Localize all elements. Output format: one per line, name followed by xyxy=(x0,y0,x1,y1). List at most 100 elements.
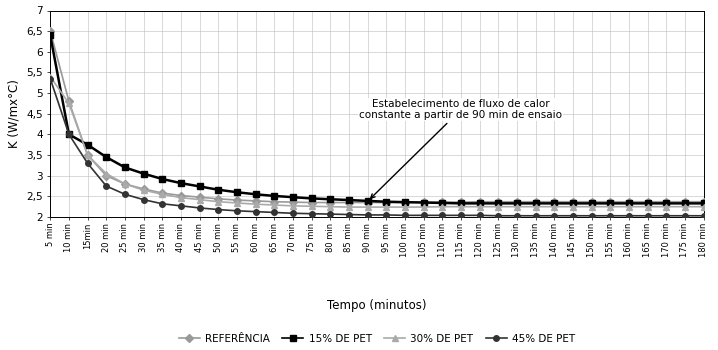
45% DE PET xyxy=(550,214,559,218)
REFERÊNCIA xyxy=(251,199,260,203)
30% DE PET xyxy=(83,153,92,157)
45% DE PET xyxy=(345,212,353,217)
REFERÊNCIA xyxy=(699,199,708,204)
15% DE PET xyxy=(494,201,503,205)
45% DE PET xyxy=(494,214,503,218)
30% DE PET xyxy=(531,204,540,209)
REFERÊNCIA xyxy=(625,199,633,204)
Y-axis label: K (W/mx°C): K (W/mx°C) xyxy=(7,79,20,148)
REFERÊNCIA xyxy=(270,199,279,204)
30% DE PET xyxy=(270,203,279,207)
45% DE PET xyxy=(419,213,428,217)
30% DE PET xyxy=(214,199,223,204)
15% DE PET xyxy=(587,201,596,205)
30% DE PET xyxy=(569,204,577,209)
REFERÊNCIA xyxy=(307,201,316,205)
REFERÊNCIA xyxy=(214,197,223,201)
REFERÊNCIA xyxy=(177,194,185,198)
30% DE PET xyxy=(419,205,428,209)
REFERÊNCIA xyxy=(326,201,335,205)
45% DE PET xyxy=(102,184,111,188)
45% DE PET xyxy=(606,214,615,218)
15% DE PET xyxy=(139,172,148,176)
30% DE PET xyxy=(326,204,335,209)
Line: REFERÊNCIA: REFERÊNCIA xyxy=(47,28,707,205)
30% DE PET xyxy=(457,204,465,209)
15% DE PET xyxy=(345,198,353,202)
45% DE PET xyxy=(438,213,447,217)
45% DE PET xyxy=(83,161,92,166)
30% DE PET xyxy=(606,204,615,209)
REFERÊNCIA xyxy=(681,199,689,204)
45% DE PET xyxy=(177,204,185,208)
30% DE PET xyxy=(475,204,484,209)
Line: 30% DE PET: 30% DE PET xyxy=(47,74,707,210)
Line: 15% DE PET: 15% DE PET xyxy=(47,33,707,206)
45% DE PET xyxy=(457,213,465,217)
45% DE PET xyxy=(289,211,297,215)
REFERÊNCIA xyxy=(363,201,372,205)
15% DE PET xyxy=(681,201,689,205)
30% DE PET xyxy=(438,204,447,209)
45% DE PET xyxy=(531,214,540,218)
45% DE PET xyxy=(401,213,409,217)
Line: 45% DE PET: 45% DE PET xyxy=(47,76,707,218)
REFERÊNCIA xyxy=(289,200,297,204)
REFERÊNCIA xyxy=(494,199,503,204)
15% DE PET xyxy=(326,197,335,201)
30% DE PET xyxy=(251,202,260,206)
REFERÊNCIA xyxy=(475,199,484,204)
15% DE PET xyxy=(662,201,671,205)
Legend: REFERÊNCIA, 15% DE PET, 30% DE PET, 45% DE PET: REFERÊNCIA, 15% DE PET, 30% DE PET, 45% … xyxy=(175,330,579,348)
REFERÊNCIA xyxy=(438,200,447,204)
30% DE PET xyxy=(158,192,167,196)
15% DE PET xyxy=(625,201,633,205)
15% DE PET xyxy=(83,142,92,147)
30% DE PET xyxy=(307,204,316,208)
45% DE PET xyxy=(662,214,671,218)
15% DE PET xyxy=(699,201,708,205)
15% DE PET xyxy=(233,190,241,194)
15% DE PET xyxy=(531,201,540,205)
REFERÊNCIA xyxy=(513,199,521,204)
X-axis label: Tempo (minutos): Tempo (minutos) xyxy=(327,299,426,312)
REFERÊNCIA xyxy=(195,195,204,199)
REFERÊNCIA xyxy=(401,201,409,205)
30% DE PET xyxy=(401,205,409,209)
REFERÊNCIA xyxy=(139,187,148,191)
15% DE PET xyxy=(438,201,447,205)
30% DE PET xyxy=(195,197,204,202)
15% DE PET xyxy=(177,181,185,185)
45% DE PET xyxy=(233,209,241,213)
15% DE PET xyxy=(289,195,297,199)
45% DE PET xyxy=(513,214,521,218)
45% DE PET xyxy=(65,132,73,137)
REFERÊNCIA xyxy=(83,153,92,157)
REFERÊNCIA xyxy=(158,191,167,195)
30% DE PET xyxy=(587,204,596,209)
30% DE PET xyxy=(363,205,372,209)
45% DE PET xyxy=(475,213,484,217)
30% DE PET xyxy=(177,196,185,200)
REFERÊNCIA xyxy=(643,199,652,204)
45% DE PET xyxy=(251,210,260,214)
45% DE PET xyxy=(195,206,204,210)
30% DE PET xyxy=(550,204,559,209)
30% DE PET xyxy=(494,204,503,209)
15% DE PET xyxy=(214,188,223,192)
30% DE PET xyxy=(102,172,111,176)
45% DE PET xyxy=(382,213,391,217)
15% DE PET xyxy=(643,201,652,205)
45% DE PET xyxy=(681,214,689,218)
45% DE PET xyxy=(158,202,167,206)
REFERÊNCIA xyxy=(662,199,671,204)
REFERÊNCIA xyxy=(102,174,111,178)
45% DE PET xyxy=(363,213,372,217)
45% DE PET xyxy=(587,214,596,218)
REFERÊNCIA xyxy=(457,200,465,204)
15% DE PET xyxy=(307,196,316,201)
30% DE PET xyxy=(643,204,652,209)
15% DE PET xyxy=(65,132,73,137)
45% DE PET xyxy=(699,214,708,218)
30% DE PET xyxy=(139,188,148,192)
